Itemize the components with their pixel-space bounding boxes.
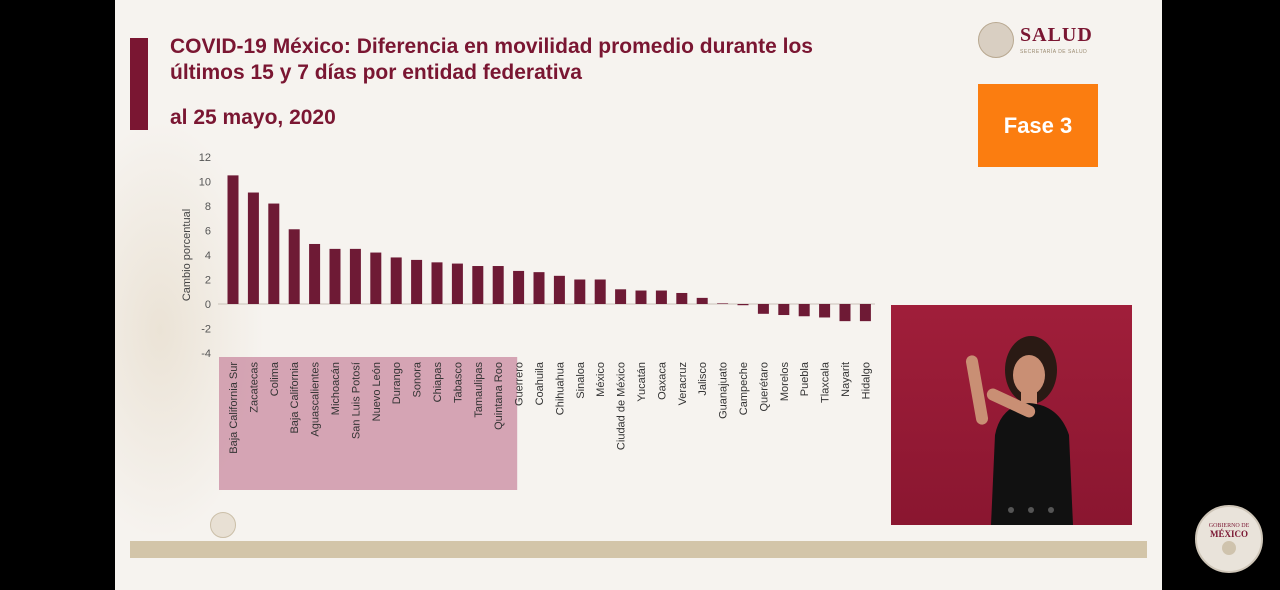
bar <box>349 248 361 304</box>
gob-logo-line2: MÉXICO <box>1210 529 1248 539</box>
y-tick-label: 6 <box>205 226 211 238</box>
bar <box>778 304 790 316</box>
x-tick-label: Chiapas <box>432 362 444 403</box>
bar <box>431 262 443 304</box>
x-tick-label: Puebla <box>799 361 811 396</box>
bar <box>247 192 259 304</box>
x-tick-label: Colima <box>269 361 281 396</box>
bar <box>635 290 647 304</box>
page-title: COVID-19 México: Diferencia en movilidad… <box>170 35 813 84</box>
y-tick-label: 4 <box>205 250 211 262</box>
bar <box>574 279 586 304</box>
bar <box>615 289 627 304</box>
bar <box>594 279 606 304</box>
bar <box>798 304 810 317</box>
x-tick-label: Yucatán <box>636 362 648 402</box>
x-tick-label: San Luis Potosí <box>350 362 362 439</box>
x-tick-label: Quintana Roo <box>493 362 505 430</box>
x-tick-label: Baja California Sur <box>228 362 240 454</box>
x-tick-label: Sonora <box>412 361 424 397</box>
slide: COVID-19 México: Diferencia en movilidad… <box>115 0 1162 590</box>
gob-seal-icon <box>1222 541 1236 555</box>
bar <box>676 292 688 304</box>
x-tick-label: Tamaulipas <box>473 362 485 418</box>
bar <box>513 270 525 304</box>
salud-logo-text: SALUD <box>1020 24 1093 46</box>
y-tick-label: -4 <box>201 348 211 360</box>
mobility-bar-chart: 12 10 8 6 4 2 0 -2 -4 Cambio porcentual Baja Calif… <box>181 152 875 490</box>
sign-language-interpreter-video[interactable] <box>891 305 1132 525</box>
x-tick-label: Veracruz <box>677 362 689 405</box>
small-seal-icon <box>210 512 236 538</box>
bar <box>757 304 769 314</box>
x-tick-label: Zacatecas <box>248 362 260 413</box>
y-tick-label: 10 <box>199 177 211 189</box>
bar <box>370 252 382 304</box>
bar <box>329 248 341 304</box>
eagle-seal-icon <box>978 22 1014 58</box>
bar <box>819 304 831 318</box>
y-tick-label: 0 <box>205 299 211 311</box>
phase-badge: Fase 3 <box>978 84 1098 167</box>
x-tick-label: Querétaro <box>758 362 770 412</box>
bar <box>492 266 504 304</box>
x-tick-label: Chihuahua <box>554 361 566 415</box>
bar <box>533 272 545 304</box>
x-tick-label: Guanajuato <box>718 362 730 419</box>
bar <box>553 275 565 304</box>
bar <box>655 290 667 304</box>
x-tick-label: Sinaloa <box>575 361 587 399</box>
highlight-region <box>219 357 518 490</box>
x-tick-label: Nayarit <box>840 362 852 397</box>
x-tick-label: México <box>595 362 607 397</box>
title-accent-bar <box>130 38 148 130</box>
gob-logo-line1: GOBIERNO DE <box>1208 523 1250 529</box>
bar <box>411 259 423 304</box>
salud-logo: SALUD SECRETARÍA DE SALUD <box>978 22 1108 62</box>
bar <box>472 266 484 304</box>
x-tick-label: Michoacán <box>330 362 342 415</box>
x-tick-label: Oaxaca <box>656 361 668 400</box>
x-tick-label: Ciudad de México <box>616 362 628 450</box>
x-tick-label: Tlaxcala <box>820 361 832 403</box>
x-tick-label: Hidalgo <box>860 362 872 399</box>
bar <box>737 304 749 306</box>
bar <box>309 243 321 304</box>
y-tick-label: 2 <box>205 275 211 287</box>
x-tick-label: Baja California <box>289 361 301 433</box>
bar <box>288 229 300 304</box>
y-tick-label: 12 <box>199 152 211 164</box>
bar <box>227 175 239 304</box>
y-tick-label: -2 <box>201 324 211 336</box>
x-tick-label: Tabasco <box>452 362 464 403</box>
y-tick-label: 8 <box>205 201 211 213</box>
bar <box>717 303 729 304</box>
x-tick-label: Jalisco <box>697 362 709 396</box>
bar <box>268 203 280 304</box>
x-tick-label: Coahuila <box>534 361 546 405</box>
x-tick-label: Guerrero <box>514 362 526 406</box>
salud-logo-subtext: SECRETARÍA DE SALUD <box>1020 49 1088 55</box>
bar <box>859 304 871 322</box>
x-tick-label: Nuevo León <box>371 362 383 421</box>
x-tick-label: Campeche <box>738 362 750 415</box>
bar <box>390 257 402 304</box>
x-tick-label: Durango <box>391 362 403 404</box>
x-tick-label: Aguascalientes <box>310 362 322 437</box>
interpreter-figure <box>965 336 1073 525</box>
gobierno-de-mexico-logo: GOBIERNO DE MÉXICO <box>1195 505 1263 573</box>
bar <box>839 304 851 322</box>
bar <box>696 297 708 304</box>
footer-bar <box>130 541 1147 558</box>
x-tick-label: Morelos <box>779 362 791 402</box>
y-axis-label: Cambio porcentual <box>181 209 193 301</box>
page-subtitle: al 25 mayo, 2020 <box>170 106 336 129</box>
bar <box>451 263 463 304</box>
